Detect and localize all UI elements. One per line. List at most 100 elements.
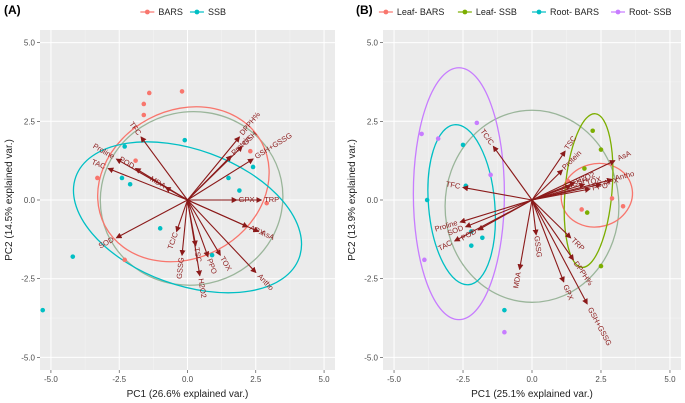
loading-label: TOX xyxy=(585,174,602,187)
loading-label: TSC xyxy=(192,247,204,264)
gridlines xyxy=(383,30,681,370)
data-point xyxy=(502,307,507,313)
x-tick-label: 0.0 xyxy=(182,375,194,384)
loading-arrow xyxy=(107,167,188,201)
data-point xyxy=(250,164,256,170)
data-point xyxy=(468,243,474,248)
loading-label: GSSG xyxy=(175,257,186,280)
loading-arrow xyxy=(517,199,533,271)
loading-arrow xyxy=(531,184,572,201)
panel-a: (A) BARS SSB -5.0 -2.5 0.0 2.5 5.0 -5.0 -2.5 0.0 2.… xyxy=(4,3,335,400)
loading-arrow xyxy=(464,199,533,228)
legend-item: Leaf- SSB xyxy=(457,7,517,17)
y-tick-label: -5.0 xyxy=(364,353,378,362)
plot-area: TC/CTFCProlineSODTACPODMDAGSSGGPXGSH+GSS… xyxy=(412,67,635,347)
loading-arrow xyxy=(164,186,188,201)
data-point xyxy=(579,207,584,212)
data-point xyxy=(424,197,430,203)
legend-key-point xyxy=(194,9,200,15)
data-point xyxy=(598,147,604,152)
loading-arrow xyxy=(187,199,221,256)
data-point xyxy=(157,226,163,231)
data-point xyxy=(146,90,152,96)
legend-label: Root- SSB xyxy=(629,7,672,17)
x-axis-label: PC1 (26.6% explained var.) xyxy=(127,389,249,400)
legend-item: BARS xyxy=(140,7,183,17)
data-point xyxy=(182,137,188,143)
loading-arrow xyxy=(531,199,574,261)
legend-item: Root- SSB xyxy=(611,7,672,17)
loading-label: H2O2 xyxy=(196,278,208,299)
x-tick-label: -2.5 xyxy=(112,375,126,384)
loading-arrow xyxy=(187,158,254,201)
data-point xyxy=(488,172,493,178)
data-point xyxy=(122,257,127,263)
legend-item: SSB xyxy=(189,7,226,17)
legend-label: Leaf- BARS xyxy=(397,7,445,17)
loading-arrow xyxy=(186,199,202,277)
data-point xyxy=(70,254,76,259)
data-point xyxy=(460,142,466,148)
data-point xyxy=(141,112,147,118)
x-tick-label: -5.0 xyxy=(44,375,58,384)
group-ellipse xyxy=(72,141,303,294)
data-point xyxy=(248,148,253,154)
loading-arrow xyxy=(115,199,188,239)
legend-key-point xyxy=(144,9,150,15)
legend: Leaf- BARS Leaf- SSB Root- BARS Root- SSB xyxy=(378,7,672,17)
data-point xyxy=(584,210,590,215)
loading-label: MDA xyxy=(511,271,523,289)
loading-arrow xyxy=(187,199,257,274)
loading-arrow xyxy=(531,160,616,201)
legend-label: Root- BARS xyxy=(550,7,599,17)
data-point xyxy=(179,89,185,94)
data-point xyxy=(122,144,127,149)
data-point xyxy=(226,175,231,181)
y-axis-label: PC2 (13.9% explained var.) xyxy=(347,139,358,261)
x-tick-label: 2.5 xyxy=(595,375,607,384)
x-tick-label: 0.0 xyxy=(526,375,538,384)
loading-arrow xyxy=(175,199,189,233)
data-point xyxy=(141,101,147,107)
legend-item: Leaf- BARS xyxy=(378,7,445,17)
loading-arrow xyxy=(459,199,533,224)
data-point xyxy=(435,136,441,141)
data-point xyxy=(598,263,604,269)
y-tick-label: 5.0 xyxy=(24,39,36,48)
data-point xyxy=(237,188,242,193)
loading-arrow xyxy=(462,185,533,201)
data-point xyxy=(502,329,507,335)
data-point xyxy=(590,128,596,134)
loading-label: PPO xyxy=(591,181,608,193)
data-point xyxy=(609,196,615,201)
data-point xyxy=(620,203,626,209)
x-tick-label: -5.0 xyxy=(387,375,401,384)
data-point xyxy=(474,120,480,126)
data-point xyxy=(264,200,270,206)
y-tick-label: 0.0 xyxy=(367,196,379,205)
legend-key-point xyxy=(615,9,621,15)
overall-ellipse xyxy=(444,109,620,303)
loading-arrow xyxy=(531,199,539,236)
loading-arrow xyxy=(492,145,533,201)
y-axis-label: PC2 (14.5% explained var.) xyxy=(4,139,15,261)
group-ellipse xyxy=(427,124,497,286)
group-ellipse xyxy=(412,67,506,321)
x-tick-label: -2.5 xyxy=(456,375,470,384)
legend-key-point xyxy=(462,9,468,15)
data-point xyxy=(419,131,424,137)
legend-item: Root- BARS xyxy=(532,7,599,17)
panel-label: (A) xyxy=(4,3,21,17)
loading-arrow xyxy=(187,136,241,201)
data-point xyxy=(209,252,215,258)
y-tick-label: 2.5 xyxy=(24,117,36,126)
data-point xyxy=(40,307,46,313)
loading-arrow xyxy=(187,155,232,201)
loading-arrow xyxy=(531,169,564,201)
x-tick-label: 2.5 xyxy=(250,375,262,384)
loading-label: GPX xyxy=(239,195,255,204)
loading-label: TRP xyxy=(264,195,279,204)
loading-arrow xyxy=(477,199,533,231)
legend: BARS SSB xyxy=(140,7,226,17)
